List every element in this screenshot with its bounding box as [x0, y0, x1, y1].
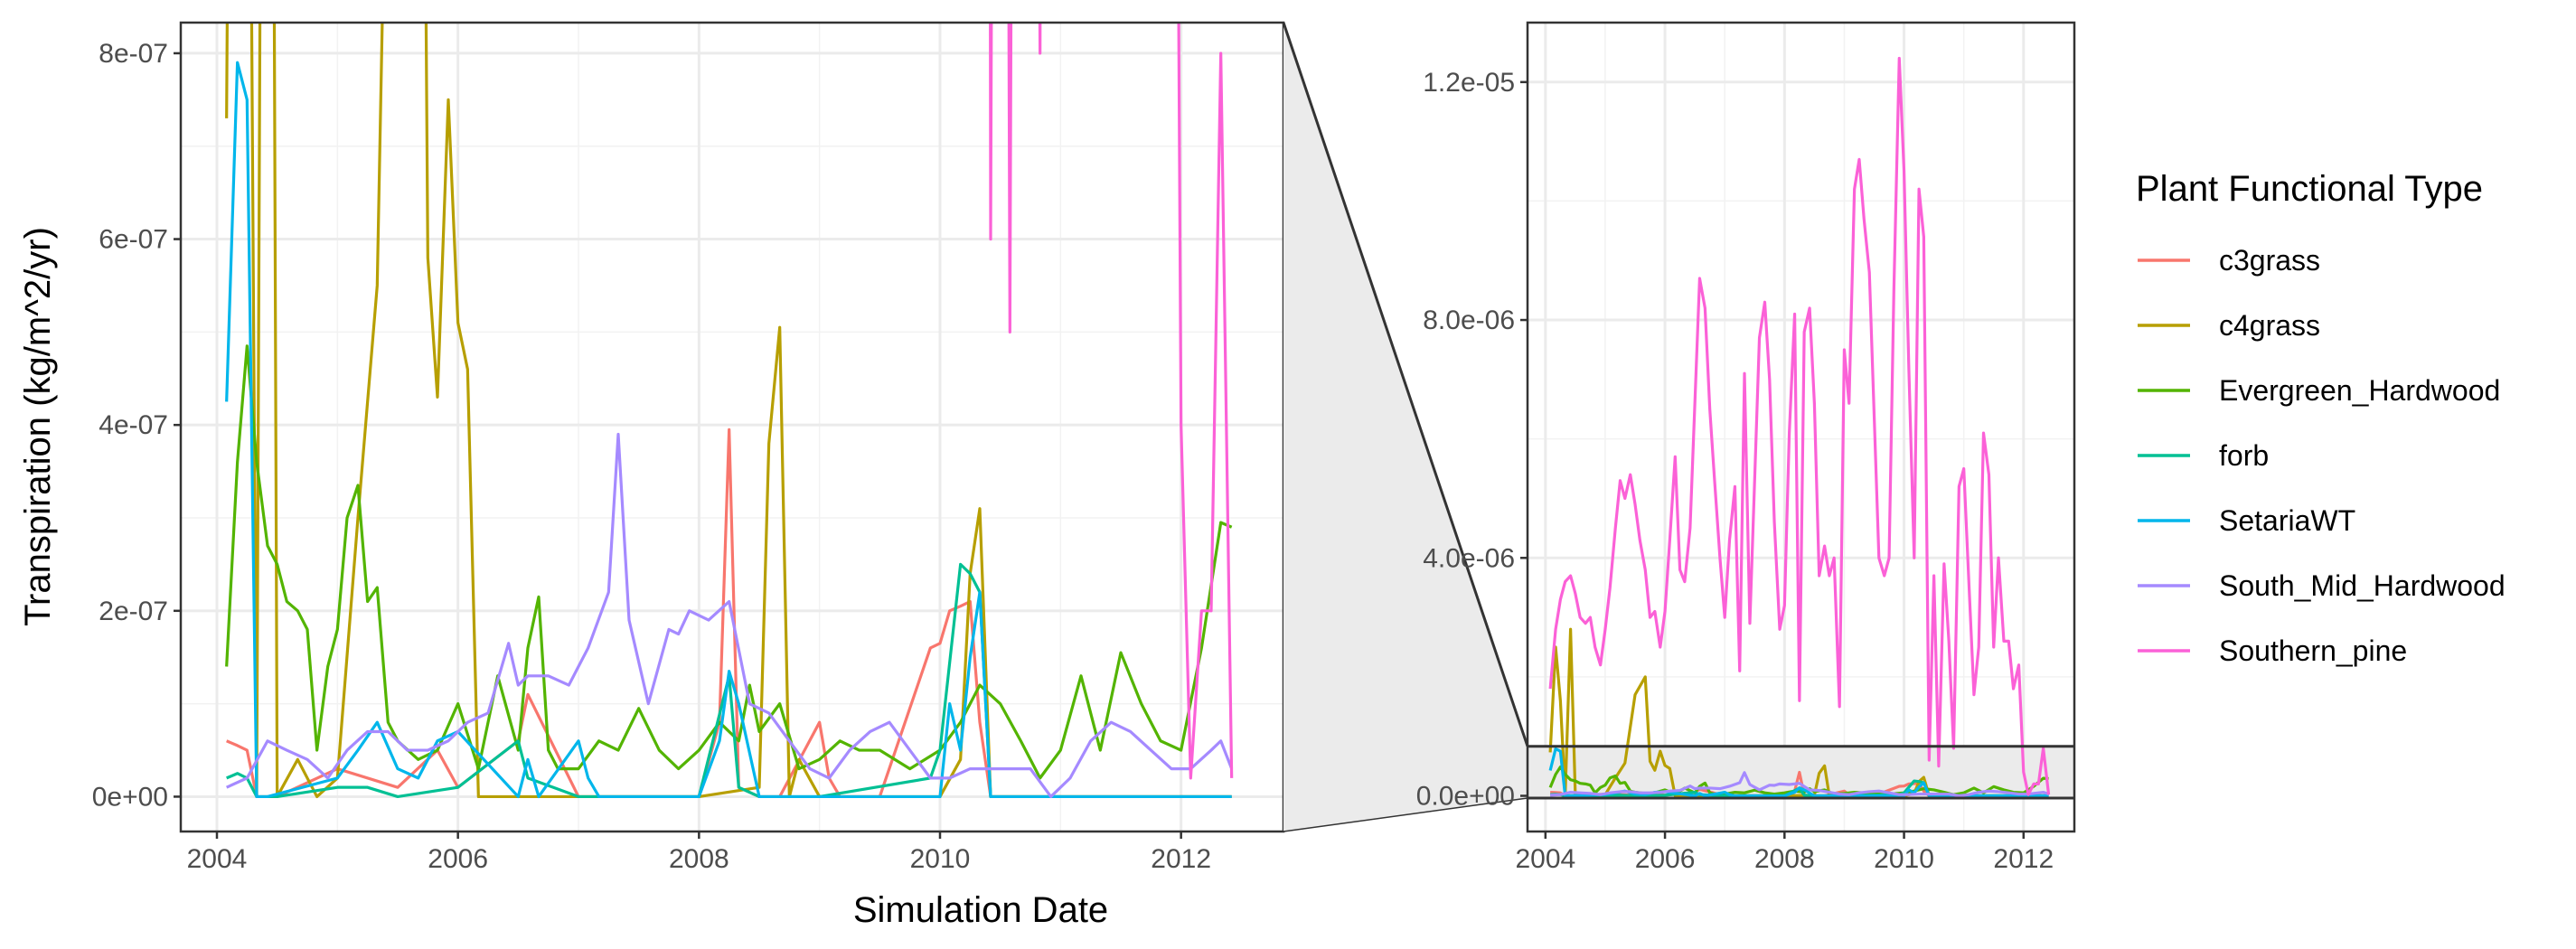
- zoom-series: [1548, 56, 2051, 798]
- legend-title: Plant Functional Type: [2136, 169, 2483, 209]
- zoom-connector-top-line: [1282, 22, 1529, 747]
- y-tick-label: 2e-07: [99, 597, 168, 626]
- series-line-SetariaWT: [225, 61, 1232, 799]
- zoom-panel-border: [1526, 21, 2076, 833]
- main-series: [225, 23, 1234, 799]
- zoom-connector: [1283, 23, 1528, 832]
- series-line-Southern_pine: [1548, 56, 2051, 796]
- y-tick-label: 4e-07: [99, 410, 168, 440]
- legend-item: Evergreen_Hardwood: [2138, 374, 2500, 407]
- y-tick-label: 8e-07: [99, 39, 168, 69]
- legend-item: South_Mid_Hardwood: [2138, 569, 2505, 602]
- main-x-ticks: 2004 2006 2008 2010 2012: [187, 832, 1211, 874]
- legend-label: Evergreen_Hardwood: [2219, 374, 2500, 407]
- zoom-connector-bottom-line: [1283, 797, 1528, 832]
- x-tick-label: 2004: [1515, 844, 1575, 874]
- legend-item: c4grass: [2138, 309, 2320, 342]
- x-tick-label: 2012: [1151, 844, 1211, 874]
- legend-item: Southern_pine: [2138, 634, 2407, 667]
- x-tick-label: 2010: [1874, 844, 1934, 874]
- x-tick-label: 2010: [910, 844, 971, 874]
- y-tick-label: 6e-07: [99, 225, 168, 255]
- legend-label: South_Mid_Hardwood: [2219, 569, 2505, 602]
- y-tick-label: 0.0e+00: [1416, 782, 1515, 812]
- legend-label: c3grass: [2219, 244, 2320, 277]
- legend-label: forb: [2219, 439, 2269, 472]
- legend: Plant Functional Type c3grass c4grass Ever…: [2136, 169, 2505, 667]
- x-tick-label: 2012: [1993, 844, 2054, 874]
- series-line-South_Mid_Hardwood: [1550, 771, 2050, 798]
- x-tick-label: 2006: [1635, 844, 1696, 874]
- legend-label: c4grass: [2219, 309, 2320, 342]
- x-axis-title: Simulation Date: [853, 890, 1108, 930]
- legend-item: forb: [2138, 439, 2269, 472]
- main-y-ticks: 0e+00 2e-07 4e-07 6e-07 8e-07: [92, 39, 181, 812]
- y-axis-title: Transpiration (kg/m^2/yr): [18, 227, 58, 626]
- x-tick-label: 2004: [187, 844, 248, 874]
- zoom-y-ticks: 0.0e+00 4.0e-06 8.0e-06 1.2e-05: [1416, 68, 1528, 812]
- zoom-x-ticks: 2004 2006 2008 2010 2012: [1515, 832, 2054, 874]
- series-line-South_Mid_Hardwood: [226, 432, 1234, 799]
- main-panel: 2004 2006 2008 2010 2012 0e+00 2e-07 4e-07 6e-0…: [92, 21, 1285, 874]
- legend-item: c3grass: [2138, 244, 2320, 277]
- y-tick-label: 8.0e-06: [1423, 305, 1515, 335]
- y-tick-label: 4.0e-06: [1423, 543, 1515, 573]
- x-tick-label: 2008: [1754, 844, 1815, 874]
- legend-item: SetariaWT: [2138, 504, 2355, 537]
- x-tick-label: 2006: [428, 844, 488, 874]
- series-line-Evergreen_Hardwood: [225, 344, 1233, 780]
- x-tick-label: 2008: [669, 844, 729, 874]
- legend-label: Southern_pine: [2219, 634, 2407, 667]
- zoom-panel: 2004 2006 2008 2010 2012 0.0e+00 4.0e-06 8.0e-…: [1416, 21, 2076, 874]
- y-tick-label: 0e+00: [92, 782, 168, 812]
- zoom-panel-background: [1528, 23, 2074, 832]
- legend-label: SetariaWT: [2219, 504, 2355, 537]
- y-tick-label: 1.2e-05: [1423, 68, 1515, 98]
- series-line-c4grass: [225, 23, 1232, 799]
